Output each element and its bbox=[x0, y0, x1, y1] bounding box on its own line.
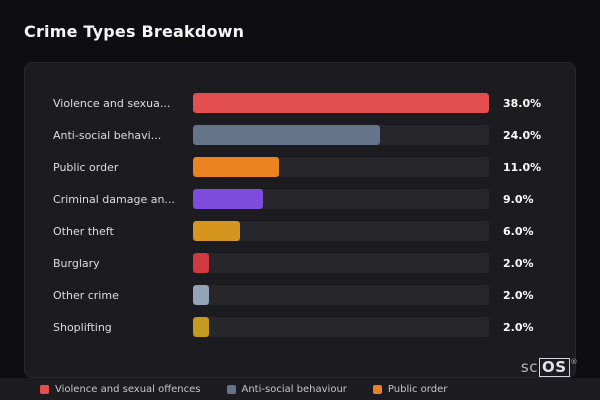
value-label: 2.0% bbox=[503, 256, 534, 270]
bar-track bbox=[193, 285, 489, 305]
bar[interactable] bbox=[193, 317, 209, 337]
legend-label: Anti-social behaviour bbox=[241, 383, 347, 395]
value-label: 2.0% bbox=[503, 288, 534, 302]
bar-track bbox=[193, 125, 489, 145]
bar-track bbox=[193, 93, 489, 113]
chart-row: Burglary 2.0% bbox=[53, 253, 549, 273]
category-label: Other crime bbox=[53, 288, 119, 302]
page-title: Crime Types Breakdown bbox=[24, 22, 245, 41]
bar[interactable] bbox=[193, 93, 489, 113]
legend-item[interactable]: Public order bbox=[372, 383, 448, 395]
bar-track bbox=[193, 253, 489, 273]
value-label: 6.0% bbox=[503, 224, 534, 238]
bar[interactable] bbox=[193, 189, 264, 209]
legend: Violence and sexual offences Anti-social … bbox=[0, 378, 600, 400]
scos-logo-suffix: OS bbox=[538, 358, 570, 377]
chart-row: Public order 11.0% bbox=[53, 157, 549, 177]
chart-row: Shoplifting 2.0% bbox=[53, 317, 549, 337]
value-label: 9.0% bbox=[503, 192, 534, 206]
chart-card: Violence and sexua... 38.0% Anti-social be… bbox=[24, 62, 576, 378]
bar[interactable] bbox=[193, 221, 240, 241]
chart-row: Violence and sexua... 38.0% bbox=[53, 93, 549, 113]
legend-item[interactable]: Anti-social behaviour bbox=[226, 383, 347, 395]
bar[interactable] bbox=[193, 125, 380, 145]
bar-track bbox=[193, 157, 489, 177]
category-label: Criminal damage an... bbox=[53, 192, 175, 206]
value-label: 24.0% bbox=[503, 128, 542, 142]
bar[interactable] bbox=[193, 157, 279, 177]
scos-logo: sc OS ® bbox=[521, 358, 578, 377]
category-label: Shoplifting bbox=[53, 320, 112, 334]
bar-track bbox=[193, 189, 489, 209]
category-label: Anti-social behavi... bbox=[53, 128, 162, 142]
category-label: Violence and sexua... bbox=[53, 96, 171, 110]
bar[interactable] bbox=[193, 285, 209, 305]
legend-swatch bbox=[40, 384, 49, 394]
category-label: Other theft bbox=[53, 224, 114, 238]
value-label: 2.0% bbox=[503, 320, 534, 334]
chart-row: Other crime 2.0% bbox=[53, 285, 549, 305]
bar-track bbox=[193, 317, 489, 337]
legend-label: Public order bbox=[387, 383, 448, 395]
chart-row: Criminal damage an... 9.0% bbox=[53, 189, 549, 209]
category-label: Public order bbox=[53, 160, 119, 174]
category-label: Burglary bbox=[53, 256, 100, 270]
scos-logo-prefix: sc bbox=[520, 358, 538, 376]
value-label: 38.0% bbox=[503, 96, 542, 110]
bar[interactable] bbox=[193, 253, 209, 273]
chart-row: Other theft 6.0% bbox=[53, 221, 549, 241]
legend-swatch bbox=[372, 384, 382, 394]
chart-rows: Violence and sexua... 38.0% Anti-social be… bbox=[53, 93, 549, 337]
registered-mark: ® bbox=[570, 358, 578, 366]
legend-label: Violence and sexual offences bbox=[55, 383, 201, 395]
legend-swatch bbox=[226, 384, 236, 394]
value-label: 11.0% bbox=[503, 160, 542, 174]
legend-item[interactable]: Violence and sexual offences bbox=[40, 384, 201, 395]
bar-track bbox=[193, 221, 489, 241]
chart-row: Anti-social behavi... 24.0% bbox=[53, 125, 549, 145]
